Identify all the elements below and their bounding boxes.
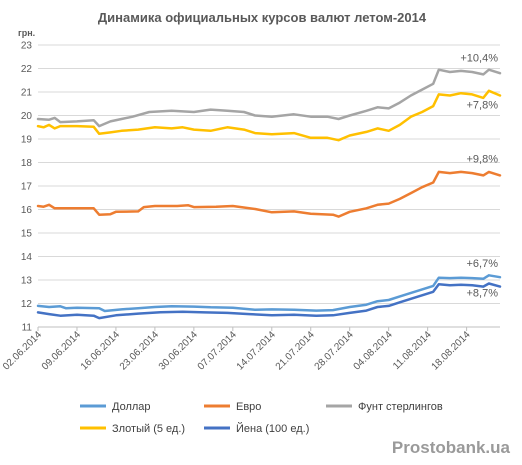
legend: Доллар Евро Фунт стерлингов Злотый (5 ед.) Й… xyxy=(80,401,443,435)
y-tick-label: 16 xyxy=(21,205,33,216)
legend-label: Евро xyxy=(236,401,261,413)
legend-label: Доллар xyxy=(112,401,151,413)
y-tick-label: 23 xyxy=(21,41,33,52)
annotations: +10,4% +7,8% +9,8% +6,7% +8,7% xyxy=(460,52,498,299)
y-tick-label: 11 xyxy=(22,323,33,334)
chart-title: Динамика официальных курсов валют летом-… xyxy=(98,10,427,25)
y-tick-label: 21 xyxy=(21,88,33,99)
series-line-3 xyxy=(36,89,502,142)
annotation-label: +9,8% xyxy=(467,154,499,166)
annotation-label: +7,8% xyxy=(467,99,499,111)
legend-label: Злотый (5 ед.) xyxy=(112,423,185,435)
y-tick-label: 20 xyxy=(21,111,33,122)
y-tick-label: 13 xyxy=(21,276,33,287)
y-tick-label: 19 xyxy=(21,135,33,146)
series-line-4 xyxy=(36,282,502,320)
y-tick-label: 22 xyxy=(21,64,33,75)
y-tick-label: 17 xyxy=(21,182,33,193)
series-lines xyxy=(36,68,502,320)
annotation-label: +6,7% xyxy=(467,258,499,270)
watermark: Prostobank.ua xyxy=(392,438,511,457)
series-line-0 xyxy=(36,274,502,313)
series-line-1 xyxy=(36,170,502,218)
legend-label: Фунт стерлингов xyxy=(358,401,443,413)
y-tick-label: 14 xyxy=(21,252,33,263)
y-tick-label: 18 xyxy=(21,158,33,169)
legend-label: Йена (100 ед.) xyxy=(236,422,309,435)
y-tick-labels: 11 12 13 14 15 16 17 18 19 20 21 22 23 xyxy=(21,41,33,334)
y-tick-label: 15 xyxy=(21,229,33,240)
annotation-label: +10,4% xyxy=(460,52,498,64)
y-tick-label: 12 xyxy=(21,299,33,310)
y-unit-label: грн. xyxy=(18,28,35,38)
annotation-label: +8,7% xyxy=(467,287,499,299)
series-line-2 xyxy=(36,68,502,128)
